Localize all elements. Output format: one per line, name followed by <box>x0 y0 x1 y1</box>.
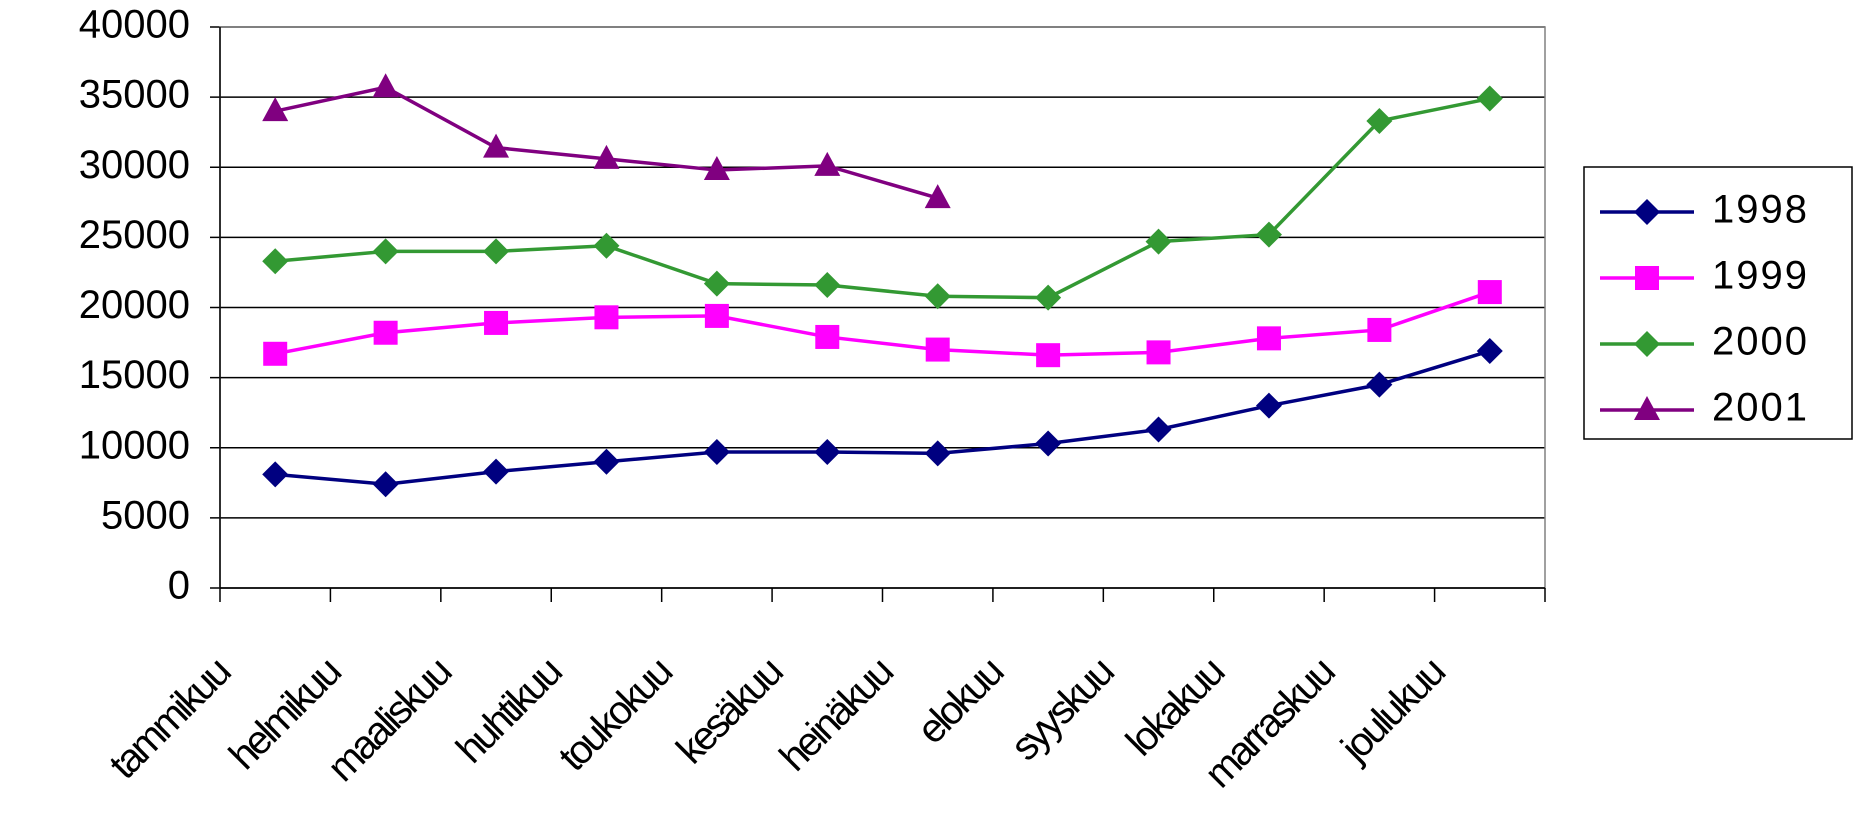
point <box>263 341 288 366</box>
legend-label: 2000 <box>1712 320 1809 364</box>
point <box>593 232 620 259</box>
point <box>1366 371 1393 398</box>
series-line <box>274 85 939 200</box>
point <box>1366 107 1393 134</box>
point <box>593 448 620 475</box>
y-tick-label: 5000 <box>101 493 190 537</box>
point <box>1145 416 1172 443</box>
point <box>593 144 620 169</box>
point <box>814 438 841 465</box>
x-tick-label: tammikuu <box>101 650 238 787</box>
y-tick-label: 10000 <box>79 423 190 467</box>
point <box>924 440 951 467</box>
point <box>703 438 730 465</box>
x-tick-label: syyskuu <box>1003 650 1122 769</box>
y-tick-label: 25000 <box>79 213 190 257</box>
legend-label: 1999 <box>1712 254 1809 298</box>
point <box>484 310 509 335</box>
point <box>1146 340 1171 365</box>
y-tick-label: 30000 <box>79 143 190 187</box>
point <box>483 238 510 265</box>
point <box>703 270 730 297</box>
point <box>704 303 729 328</box>
x-tick-label: maaliskuu <box>319 650 459 790</box>
x-tick-label: heinäkuu <box>771 650 900 779</box>
series-line <box>275 349 1491 486</box>
point <box>814 151 841 176</box>
point <box>925 337 950 362</box>
point <box>372 73 399 98</box>
series-line <box>274 290 1491 357</box>
point <box>1256 326 1281 351</box>
x-tick-label: huhtikuu <box>448 650 570 772</box>
point <box>814 272 841 299</box>
y-tick-label: 0 <box>168 564 190 608</box>
point <box>924 283 951 310</box>
legend: 1998 1999 2000 2001 <box>1583 166 1853 440</box>
y-tick-label: 20000 <box>79 283 190 327</box>
point <box>373 320 398 345</box>
point <box>262 97 289 122</box>
legend-marker <box>1634 331 1660 357</box>
point <box>1035 284 1062 311</box>
x-tick-label: joulukuu <box>1332 650 1453 771</box>
point <box>372 238 399 265</box>
point <box>372 471 399 498</box>
point <box>815 324 840 349</box>
y-tick-label: 40000 <box>79 3 190 47</box>
point <box>1476 85 1503 112</box>
y-tick-label: 35000 <box>79 73 190 117</box>
point <box>1036 343 1061 368</box>
legend-marker <box>1634 396 1660 420</box>
legend-marker <box>1635 266 1659 290</box>
legend-label: 1998 <box>1712 188 1809 232</box>
legend-marker <box>1634 199 1660 225</box>
point <box>1145 228 1172 255</box>
x-tick-label: toukokuu <box>551 650 680 779</box>
point <box>703 156 730 181</box>
series-line <box>275 96 1491 300</box>
point <box>1477 280 1502 305</box>
point <box>924 184 951 209</box>
y-tick-label: 15000 <box>79 353 190 397</box>
x-tick-label: kesäkuu <box>668 650 790 772</box>
point <box>483 458 510 485</box>
point <box>594 305 619 330</box>
point <box>1255 221 1282 248</box>
point <box>1367 317 1392 342</box>
point <box>262 248 289 275</box>
point <box>1255 392 1282 419</box>
legend-label: 2001 <box>1712 386 1809 430</box>
point <box>262 461 289 488</box>
x-tick-label: elokuu <box>909 650 1011 752</box>
point <box>1476 337 1503 364</box>
point <box>1035 430 1062 457</box>
point <box>483 133 510 158</box>
